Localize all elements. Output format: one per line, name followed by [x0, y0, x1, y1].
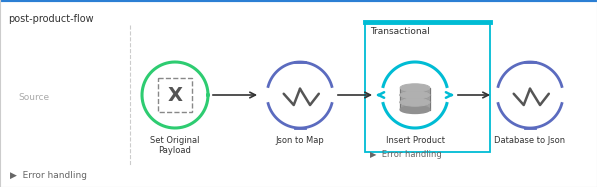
Text: Json to Map: Json to Map [276, 136, 324, 145]
Bar [158, 78, 192, 112]
FancyBboxPatch shape [365, 22, 490, 152]
Circle shape [382, 62, 448, 128]
Text: Transactional: Transactional [370, 27, 430, 36]
Text: ▶  Error handling: ▶ Error handling [370, 150, 442, 159]
Text: post-product-flow: post-product-flow [8, 14, 94, 24]
Text: ▶  Error handling: ▶ Error handling [10, 171, 87, 180]
Ellipse shape [400, 84, 430, 92]
Circle shape [267, 62, 333, 128]
Ellipse shape [400, 98, 430, 106]
Text: X: X [168, 85, 183, 105]
Text: Database to Json: Database to Json [494, 136, 565, 145]
Ellipse shape [400, 91, 430, 99]
Text: Source: Source [18, 93, 49, 102]
Ellipse shape [400, 105, 430, 114]
Circle shape [142, 62, 208, 128]
Text: Set Original
Payload: Set Original Payload [150, 136, 200, 155]
Text: Insert Product: Insert Product [386, 136, 445, 145]
Ellipse shape [400, 98, 430, 106]
Ellipse shape [400, 91, 430, 99]
Circle shape [497, 62, 563, 128]
